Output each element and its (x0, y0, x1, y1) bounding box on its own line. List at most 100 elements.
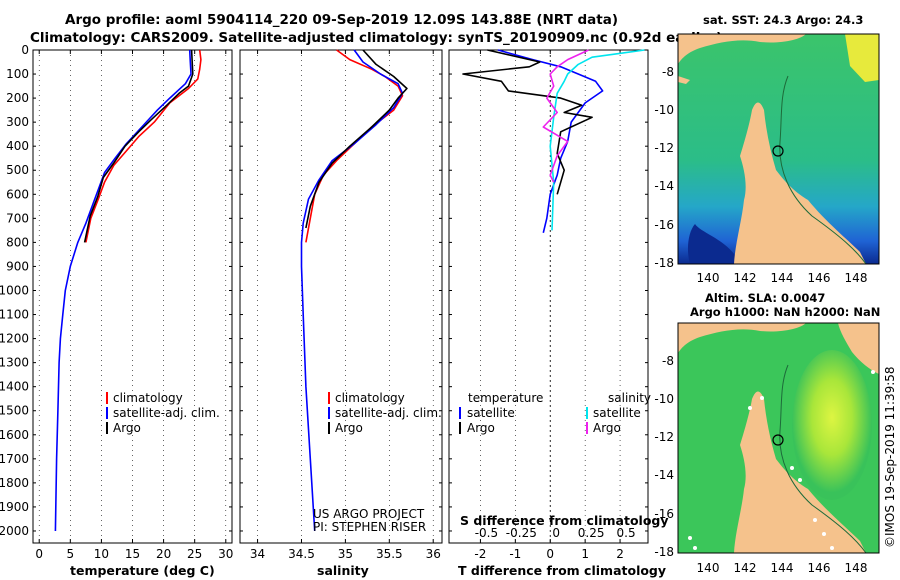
salinity-legend: climatology satellite-adj. clim. Argo (328, 391, 442, 435)
series-line-satellite-adj-clim- (54, 49, 192, 532)
y-tick-label: 0 (21, 43, 29, 57)
map-xtick: 146 (808, 271, 831, 285)
map-xtick: 146 (808, 561, 831, 575)
s-diff-tick-label: 0 (552, 526, 560, 540)
temperature-xlabel: temperature (deg C) (70, 563, 215, 578)
warm-patch (845, 34, 879, 82)
x-tick-label: 36 (426, 547, 441, 561)
x-tick-label: 20 (156, 547, 171, 561)
y-tick-label: 500 (6, 163, 29, 177)
series-layer (54, 49, 645, 532)
y-tick-label: 700 (6, 211, 29, 225)
x-tick-label: 0 (546, 547, 554, 561)
x-tick-label: 34 (250, 547, 265, 561)
legend-temperature-header: temperature (468, 391, 543, 405)
x-tick-label: 30 (218, 547, 233, 561)
series-line-t-satellite (497, 49, 604, 233)
cape-york-land (734, 102, 866, 264)
x-tick-label: 34.5 (288, 547, 315, 561)
x-tick-label: -1 (509, 547, 521, 561)
map-ytick: -10 (654, 392, 674, 406)
legend-label: climatology (335, 391, 405, 405)
sla-high-patch (792, 350, 872, 500)
isobath (779, 75, 867, 265)
title-line-2: Climatology: CARS2009. Satellite-adjuste… (30, 30, 722, 46)
legend-label: satellite-adj. clim. (335, 406, 442, 420)
legend-label: Argo (335, 421, 363, 435)
argo-float-marker (772, 145, 784, 157)
s-diff-tick-label: -0.25 (506, 526, 537, 540)
s-diff-tick-label: 0.25 (578, 526, 605, 540)
y-tick-label: 300 (6, 115, 29, 129)
salinity-panel (239, 49, 443, 544)
y-tick-label: 1200 (0, 332, 29, 346)
y-tick-label: 200 (6, 91, 29, 105)
credit-project: US ARGO PROJECT (313, 507, 425, 521)
imos-watermark: ©IMOS 19-Sep-2019 11:39:58 (883, 366, 897, 548)
y-tick-label: 400 (6, 139, 29, 153)
series-line-climatology (85, 49, 202, 243)
cold-patch (687, 224, 735, 264)
map-ytick: -18 (654, 256, 674, 270)
s-diff-tick-label: -0.5 (475, 526, 498, 540)
map-bottom-title-1: Altim. SLA: 0.0047 (705, 291, 825, 305)
x-tick-label: 1 (581, 547, 589, 561)
map-ytick: -10 (654, 103, 674, 117)
sla-map (677, 322, 880, 554)
y-tick-label: 800 (6, 235, 29, 249)
x-tick-label: 2 (616, 547, 624, 561)
map-ytick: -14 (654, 179, 674, 193)
series-line-s-satellite (549, 49, 645, 231)
new-guinea-land (678, 34, 806, 64)
salinity-xlabel: salinity (317, 563, 369, 578)
series-line-s-argo (542, 49, 589, 183)
map-xtick: 148 (845, 561, 868, 575)
map-top-title: sat. SST: 24.3 Argo: 24.3 (703, 13, 863, 27)
s-diff-tick-label: 0.5 (617, 526, 636, 540)
series-line-argo (83, 49, 194, 243)
legend-label: satellite-adj. clim. (113, 406, 220, 420)
x-tick-label: 0 (35, 547, 43, 561)
x-tick-label: -2 (474, 547, 486, 561)
y-tick-label: 1900 (0, 500, 29, 514)
legend-label: satellite (467, 406, 515, 420)
temperature-panel (32, 49, 233, 544)
map-ytick: -16 (654, 507, 674, 521)
temperature-legend: climatology satellite-adj. clim. Argo (106, 391, 220, 435)
y-tick-label: 1000 (0, 283, 29, 297)
series-line-satellite-adj-clim- (300, 49, 404, 532)
sla-map-axes: 140 142 144 146 148 -8 -10 -12 -14 -16 -… (654, 354, 867, 575)
map-ytick: -14 (654, 468, 674, 482)
s-difference-label: S difference from climatology (460, 513, 669, 528)
sst-map (677, 33, 880, 265)
x-tick-label: 35 (338, 547, 353, 561)
cape-york-land (734, 391, 866, 553)
map-xtick: 142 (734, 561, 757, 575)
x-tick-label: 35.5 (376, 547, 403, 561)
map-bottom-title-2: Argo h1000: NaN h2000: NaN (690, 305, 880, 319)
y-tick-label: 1400 (0, 380, 29, 394)
x-tick-label: 25 (187, 547, 202, 561)
y-tick-label: 1800 (0, 476, 29, 490)
legend-label: Argo (113, 421, 141, 435)
title-line-1: Argo profile: aoml 5904114_220 09-Sep-20… (65, 12, 618, 28)
sst-map-frame (677, 33, 880, 265)
y-tick-label: 900 (6, 259, 29, 273)
y-tick-label: 1600 (0, 428, 29, 442)
series-line-argo (305, 49, 408, 229)
argo-float-marker (772, 434, 784, 446)
difference-legend: temperature salinity satellite Argo sate… (459, 391, 651, 435)
map-xtick: 148 (845, 271, 868, 285)
new-guinea-land (678, 323, 806, 353)
axes-layer: 0100200300400500600700800900100011001200… (0, 43, 648, 561)
map-ytick: -12 (654, 430, 674, 444)
y-tick-label: 1300 (0, 356, 29, 370)
map-xtick: 140 (697, 271, 720, 285)
map-xtick: 144 (771, 271, 794, 285)
t-difference-xlabel: T difference from climatology (458, 563, 666, 578)
legend-label: climatology (113, 391, 183, 405)
map-ytick: -18 (654, 545, 674, 559)
legend-label: Argo (593, 421, 621, 435)
difference-panel (448, 49, 649, 544)
